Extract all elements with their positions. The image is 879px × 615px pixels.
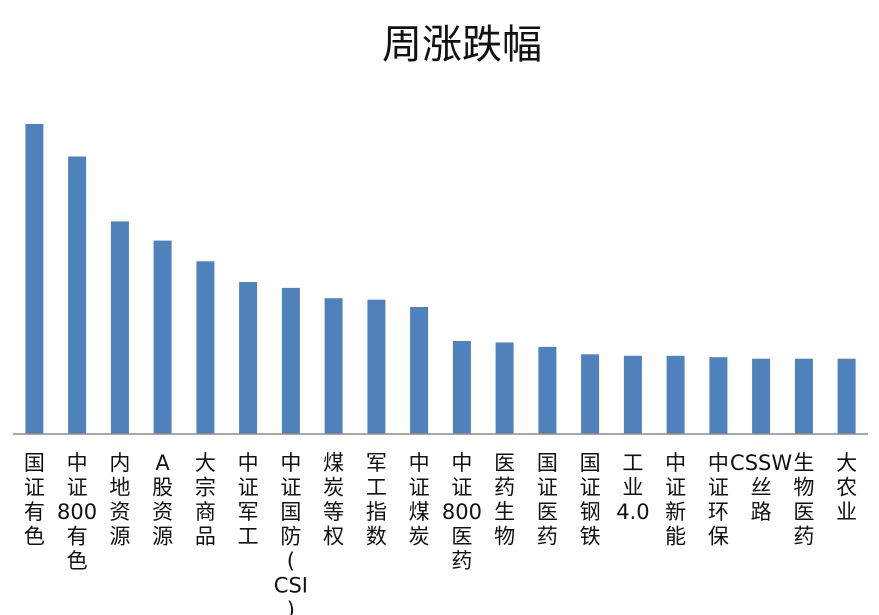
bar [196, 261, 215, 434]
bar [752, 358, 771, 434]
bar [538, 346, 557, 434]
bar [281, 287, 300, 434]
x-tick-label: 中证军工 [238, 451, 259, 549]
bar [153, 240, 172, 434]
bar [709, 357, 728, 434]
x-tick-label: 国证钢铁 [580, 451, 601, 549]
x-tick-label: 中证 800 医药 [442, 451, 482, 573]
x-tick-label: CSSW 丝路 [730, 451, 792, 524]
bar [837, 358, 856, 434]
x-tick-label: 工业 4.0 [616, 451, 649, 524]
bars-group [25, 124, 856, 434]
x-tick-label: 煤炭等权 [323, 451, 344, 549]
x-tick-label: 中证 800 有色 [57, 451, 97, 573]
x-tick-label: 中证煤炭 [409, 451, 430, 549]
bar [68, 156, 87, 434]
bar [452, 341, 471, 434]
x-tick-label: 中证国防(CSI) [274, 451, 308, 615]
x-tick-label: 中证环保 [708, 451, 729, 549]
bar [495, 342, 514, 434]
x-tick-label: 国证有色 [24, 451, 45, 549]
bar [623, 355, 642, 434]
bar [794, 358, 813, 434]
bar [25, 124, 44, 434]
bar [666, 355, 685, 434]
x-tick-label: 内地资源 [109, 451, 130, 549]
x-tick-label: 国证医药 [537, 451, 558, 549]
x-tick-label: 大宗商品 [195, 451, 216, 549]
x-tick-label: 大农业 [836, 451, 857, 524]
x-tick-label: 军工指数 [366, 451, 387, 549]
x-tick-label: 医药生物 [494, 451, 515, 549]
bar [239, 282, 258, 434]
x-tick-label: A 股资源 [152, 451, 173, 549]
bar [110, 221, 129, 434]
chart-title: 周涨跌幅 [382, 22, 542, 68]
x-tick-label: 生物医药 [793, 451, 814, 549]
bar [324, 298, 343, 434]
bar [410, 307, 429, 434]
bar [367, 299, 386, 434]
x-tick-label: 中证新能 [665, 451, 686, 549]
bar [581, 354, 600, 434]
